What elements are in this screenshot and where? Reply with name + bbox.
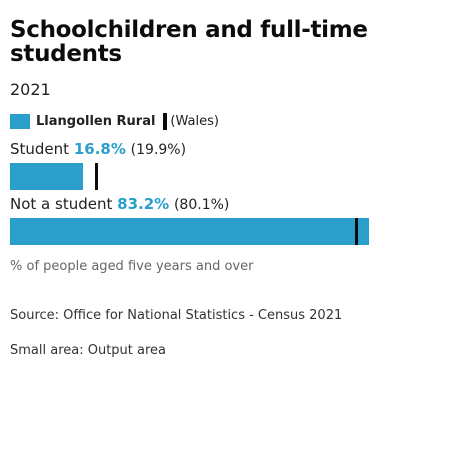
- area-value-label: 16.8%: [73, 140, 126, 158]
- chart-card: Schoolchildren and full-time students 20…: [10, 18, 446, 358]
- bar-rows: Student 16.8% (19.9%) Not a student 83.2…: [10, 140, 446, 245]
- comparison-marker-student: [95, 163, 98, 190]
- bar-student: [10, 163, 83, 190]
- source-note: Source: Office for National Statistics -…: [10, 308, 343, 323]
- bar-row-student: Student 16.8% (19.9%): [10, 140, 446, 190]
- bar-row-label: Student 16.8% (19.9%): [10, 140, 446, 159]
- legend-swatch-area: [10, 114, 30, 129]
- comparison-marker-not-a-student: [355, 218, 358, 245]
- unit-note: % of people aged five years and over: [10, 259, 254, 274]
- bar-row-not-a-student: Not a student 83.2% (80.1%): [10, 195, 446, 245]
- comparison-value-label: (80.1%): [173, 197, 230, 213]
- category-label: Student: [10, 140, 70, 158]
- bar-track: [10, 218, 442, 245]
- legend: Llangollen Rural (Wales): [10, 113, 446, 130]
- chart-subtitle: 2021: [10, 80, 51, 99]
- bar-row-label: Not a student 83.2% (80.1%): [10, 195, 446, 214]
- category-label: Not a student: [10, 195, 113, 213]
- area-value-label: 83.2%: [117, 195, 170, 213]
- bar-not-a-student: [10, 218, 369, 245]
- legend-marker-comparison: [163, 113, 168, 130]
- bar-track: [10, 163, 442, 190]
- small-area-note: Small area: Output area: [10, 343, 167, 358]
- comparison-value-label: (19.9%): [130, 142, 187, 158]
- legend-label-comparison: (Wales): [170, 114, 219, 129]
- legend-label-area: Llangollen Rural: [36, 114, 156, 129]
- chart-title: Schoolchildren and full-time students: [10, 17, 368, 67]
